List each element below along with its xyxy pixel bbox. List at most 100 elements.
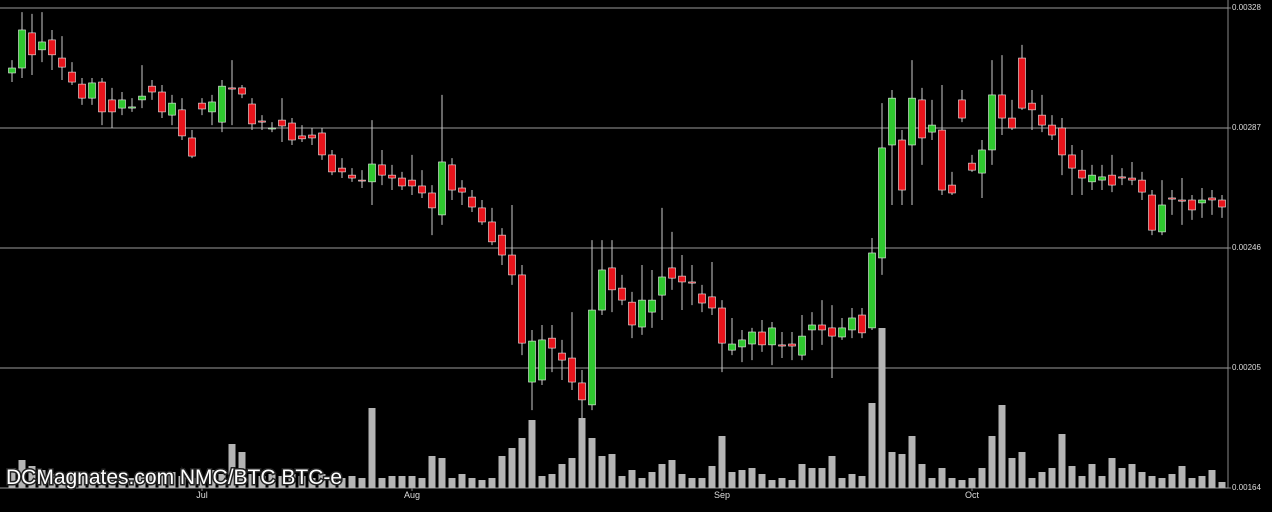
volume-bar xyxy=(1208,470,1216,488)
candle-body xyxy=(728,343,736,351)
volume-bar xyxy=(228,444,236,488)
candle-body xyxy=(788,343,796,347)
candle-body xyxy=(438,161,446,216)
volume-bar xyxy=(878,328,886,488)
candle-body xyxy=(548,337,556,349)
candle-body xyxy=(808,324,816,331)
candle-body xyxy=(748,331,756,345)
candle-body xyxy=(398,177,406,187)
volume-bar xyxy=(1038,472,1046,488)
candle-body xyxy=(1138,179,1146,193)
x-tick-label: Sep xyxy=(714,490,730,500)
candle-body xyxy=(288,122,296,141)
candle-body xyxy=(198,102,206,110)
candle-body xyxy=(558,352,566,361)
volume-bar xyxy=(188,478,196,488)
candle-body xyxy=(98,81,106,113)
candle-body xyxy=(998,94,1006,119)
volume-bar xyxy=(1078,476,1086,488)
volume-bar xyxy=(688,478,696,488)
candle-body xyxy=(978,149,986,174)
volume-bar xyxy=(308,478,316,488)
volume-bar xyxy=(218,474,226,488)
candle-body xyxy=(1018,57,1026,109)
candle-body xyxy=(388,174,396,179)
x-tick-label: Jul xyxy=(196,490,208,500)
volume-bar xyxy=(868,403,876,488)
volume-bar xyxy=(1008,458,1016,488)
candle-body xyxy=(718,307,726,344)
y-tick-label: 0.00164 xyxy=(1232,483,1261,492)
volume-bar xyxy=(1058,434,1066,488)
volume-bar xyxy=(658,464,666,488)
candle-body xyxy=(308,134,316,139)
volume-bar xyxy=(838,478,846,488)
candle-body xyxy=(838,327,846,338)
candle-body xyxy=(368,163,376,183)
candle-body xyxy=(348,174,356,179)
volume-bar xyxy=(548,474,556,488)
candle-body xyxy=(458,187,466,193)
candle-body xyxy=(1058,127,1066,156)
volume-bar xyxy=(178,476,186,488)
candle-body xyxy=(88,82,96,99)
candle-body xyxy=(538,339,546,381)
candle-body xyxy=(658,276,666,296)
candle-body xyxy=(668,267,676,279)
volume-bar xyxy=(808,468,816,488)
volume-bar xyxy=(1118,468,1126,488)
volume-bar xyxy=(618,476,626,488)
volume-bar xyxy=(678,474,686,488)
candle-body xyxy=(78,83,86,99)
volume-bar xyxy=(98,472,106,488)
candle-body xyxy=(1038,114,1046,126)
x-tick-label: Oct xyxy=(965,490,980,500)
volume-bar xyxy=(648,472,656,488)
volume-bar xyxy=(758,474,766,488)
candle-body xyxy=(1068,154,1076,169)
candle-body xyxy=(1218,199,1226,208)
candle-body xyxy=(1188,199,1196,211)
volume-bar xyxy=(1098,476,1106,488)
volume-bar xyxy=(418,478,426,488)
candle-body xyxy=(1078,169,1086,179)
volume xyxy=(8,328,1226,488)
candle-body xyxy=(1128,177,1136,181)
candle-body xyxy=(208,101,216,113)
volume-bar xyxy=(258,476,266,488)
volume-bar xyxy=(798,464,806,488)
volume-bar xyxy=(588,438,596,488)
volume-bar xyxy=(948,478,956,488)
candle-body xyxy=(298,135,306,140)
candle-body xyxy=(498,234,506,256)
candle-body xyxy=(1098,176,1106,181)
volume-bar xyxy=(458,474,466,488)
candle-body xyxy=(818,324,826,331)
volume-bar xyxy=(238,452,246,488)
candle-body xyxy=(38,41,46,51)
candle-body xyxy=(898,139,906,191)
volume-bar xyxy=(158,474,166,488)
volume-bar xyxy=(518,438,526,488)
candle-body xyxy=(948,184,956,194)
candle-body xyxy=(328,154,336,173)
candle-body xyxy=(178,109,186,137)
candle-body xyxy=(688,281,696,284)
volume-bar xyxy=(988,436,996,488)
volume-bar xyxy=(1018,452,1026,488)
candle-body xyxy=(1088,174,1096,183)
volume-bar xyxy=(288,474,296,488)
volume-bar xyxy=(728,472,736,488)
candle-body xyxy=(268,127,276,130)
candle-body xyxy=(928,124,936,133)
candle-body xyxy=(1148,194,1156,231)
volume-bar xyxy=(608,454,616,488)
volume-bar xyxy=(348,476,356,488)
volume-bar xyxy=(848,474,856,488)
volume-bar xyxy=(478,480,486,488)
candle-body xyxy=(768,327,776,346)
volume-bar xyxy=(88,476,96,488)
candle-body xyxy=(478,207,486,223)
volume-bar xyxy=(468,478,476,488)
